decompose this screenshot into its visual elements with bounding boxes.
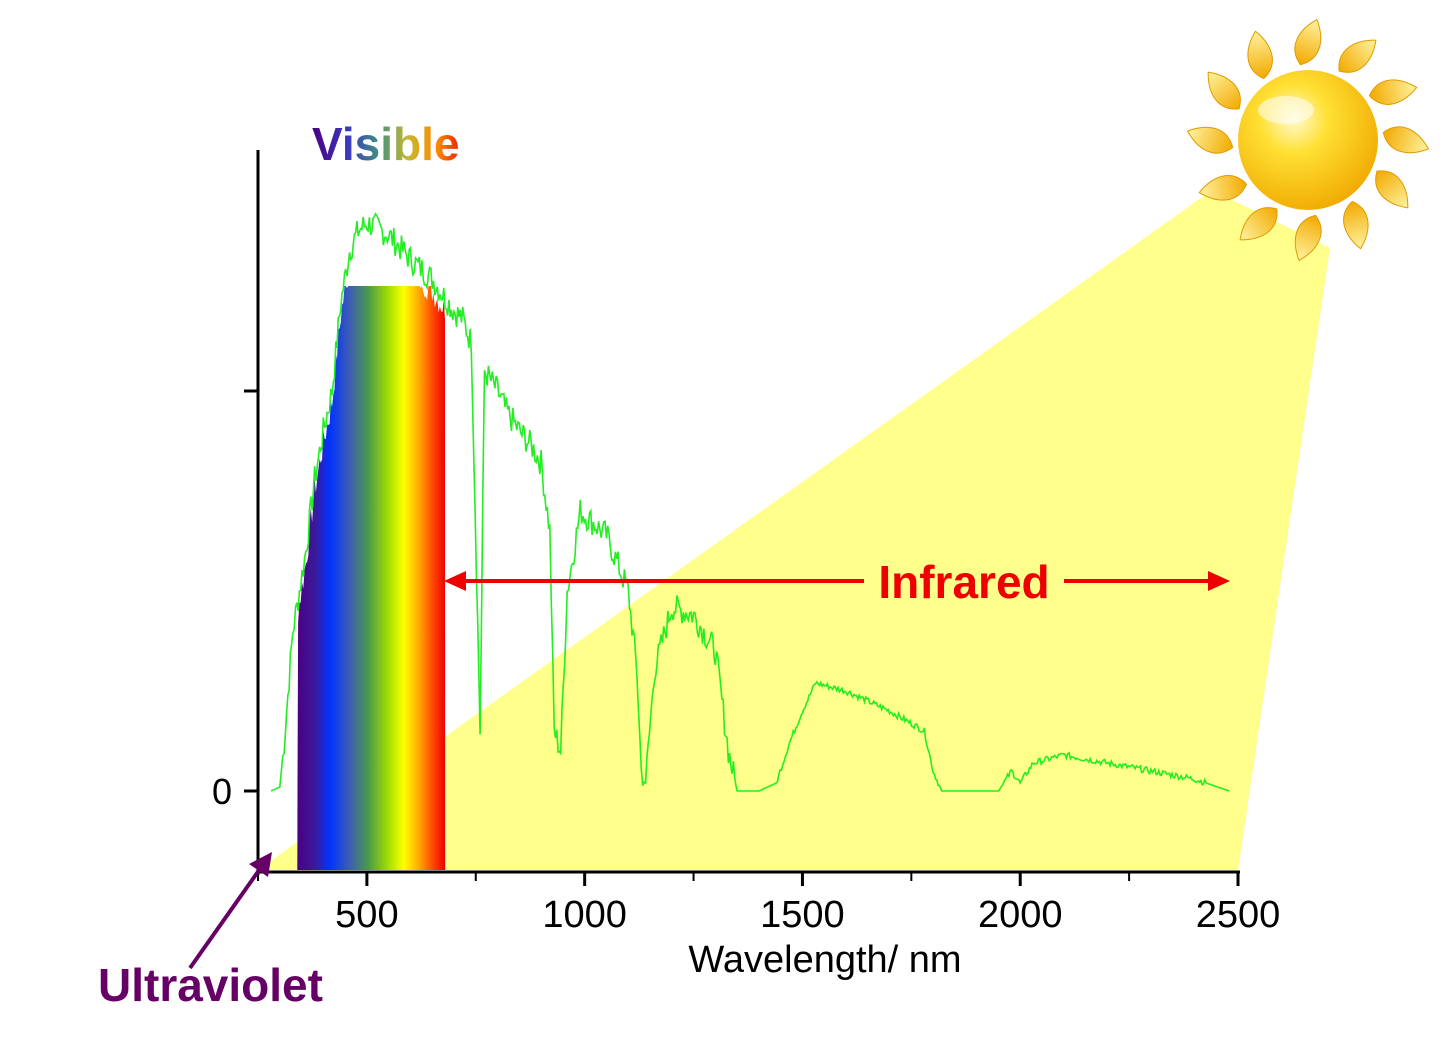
- x-tick-label: 500: [335, 894, 398, 936]
- sun-ray: [1382, 126, 1430, 154]
- x-tick-label: 1000: [542, 894, 627, 936]
- sun-ray: [1368, 79, 1418, 105]
- sun-icon: [1186, 18, 1430, 262]
- x-tick-label: 2500: [1196, 894, 1281, 936]
- sun-ray: [1294, 18, 1322, 66]
- y-axis-ticks: 0: [212, 389, 258, 812]
- sun-ray: [1375, 170, 1409, 209]
- sun-disc: [1238, 70, 1378, 210]
- sun-ray: [1343, 200, 1369, 250]
- x-tick-label: 1500: [760, 894, 845, 936]
- ultraviolet-arrow: [188, 852, 272, 970]
- x-axis-ticks: 500 1000 1500 2000 2500: [257, 872, 1281, 936]
- ultraviolet-label: Ultraviolet: [98, 959, 323, 1011]
- infrared-label: Infrared: [878, 556, 1049, 608]
- x-tick-label: 2000: [978, 894, 1063, 936]
- y-tick-label: 0: [212, 771, 232, 812]
- sun-ray: [1198, 175, 1248, 201]
- sun-ray: [1294, 214, 1322, 262]
- sun-ray: [1247, 30, 1273, 80]
- sun-ray: [1239, 207, 1278, 241]
- x-axis-label: Wavelength/ nm: [688, 939, 961, 981]
- visible-rainbow-band: [297, 286, 446, 870]
- spectrum-line: [270, 212, 1230, 792]
- sun-ray: [1207, 71, 1241, 110]
- sun-highlight: [1258, 96, 1314, 124]
- sun-ray: [1338, 39, 1377, 73]
- light-beam: [258, 190, 1330, 870]
- infrared-arrow: [444, 571, 1230, 591]
- visible-label: Visible: [312, 118, 459, 170]
- sun-ray: [1186, 126, 1234, 154]
